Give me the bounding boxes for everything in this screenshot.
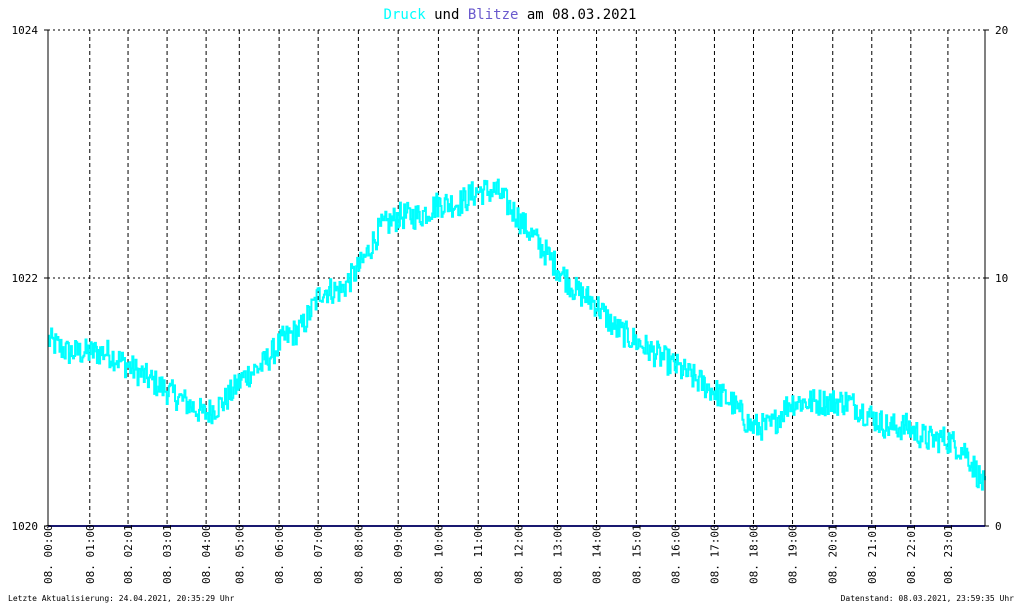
x-tick-label: 08. 16:00 bbox=[669, 524, 682, 584]
grid bbox=[48, 29, 985, 527]
title-und: und bbox=[426, 7, 468, 23]
axes bbox=[44, 29, 989, 527]
footer-last-update: Letzte Aktualisierung: 24.04.2021, 20:35… bbox=[8, 594, 235, 603]
x-tick-label: 08. 07:00 bbox=[312, 524, 325, 584]
y-left-tick-label: 1022 bbox=[12, 272, 39, 285]
y-left-tick-label: 1024 bbox=[12, 24, 39, 37]
x-tick-label: 08. 09:00 bbox=[392, 524, 405, 584]
y-left-tick-label: 1020 bbox=[12, 520, 39, 533]
chart-title: Druck und Blitze am 08.03.2021 bbox=[384, 7, 637, 23]
y-right-tick-label: 10 bbox=[995, 272, 1008, 285]
y-right-tick-label: 20 bbox=[995, 24, 1008, 37]
title-date: am 08.03.2021 bbox=[518, 7, 636, 23]
x-tick-label: 08. 21:01 bbox=[866, 524, 879, 584]
x-tick-label: 08. 15:01 bbox=[630, 524, 643, 584]
x-tick-label: 08. 13:00 bbox=[552, 524, 565, 584]
x-tick-label: 08. 06:00 bbox=[273, 524, 286, 584]
x-tick-label: 08. 17:00 bbox=[708, 524, 721, 584]
x-tick-label: 08. 19:00 bbox=[787, 524, 800, 584]
x-tick-label: 08. 22:01 bbox=[905, 524, 918, 584]
x-tick-label: 08. 20:01 bbox=[827, 524, 840, 584]
x-tick-label: 08. 03:01 bbox=[161, 524, 174, 584]
series-line-druck bbox=[48, 178, 986, 491]
x-tick-label: 08. 02:01 bbox=[122, 524, 135, 584]
x-tick-label: 08. 00:00 bbox=[42, 524, 55, 584]
x-tick-label: 08. 04:00 bbox=[200, 524, 213, 584]
y-right-tick-label: 0 bbox=[995, 520, 1002, 533]
x-tick-label: 08. 14:00 bbox=[591, 524, 604, 584]
x-tick-label: 08. 23:01 bbox=[942, 524, 955, 584]
series-layer bbox=[48, 178, 986, 527]
x-tick-label: 08. 01:00 bbox=[84, 524, 97, 584]
x-tick-label: 08. 10:00 bbox=[432, 524, 445, 584]
x-tick-label: 08. 11:00 bbox=[472, 524, 485, 584]
x-tick-label: 08. 08:00 bbox=[352, 524, 365, 584]
x-tick-label: 08. 18:00 bbox=[748, 524, 761, 584]
x-tick-label: 08. 12:00 bbox=[513, 524, 526, 584]
title-blitze: Blitze bbox=[468, 7, 519, 23]
tick-labels: 1024 1022 1020 20 10 0 08. 00:00 08. 01:00 08. 0… bbox=[12, 24, 1009, 584]
x-tick-label: 08. 05:00 bbox=[233, 524, 246, 584]
footer-data-status: Datenstand: 08.03.2021, 23:59:35 Uhr bbox=[841, 594, 1015, 603]
title-druck: Druck bbox=[384, 7, 427, 23]
